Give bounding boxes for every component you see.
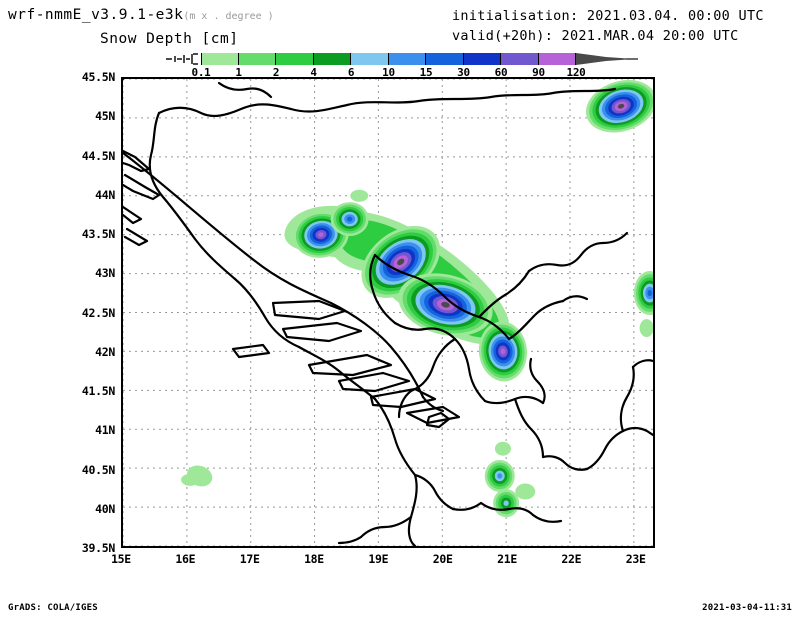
colorbar-band-2 (276, 53, 314, 65)
y-tick-43.5N: 43.5N (81, 227, 115, 241)
colorbar-label-120: 120 (566, 66, 586, 79)
x-tick-15E: 15E (111, 552, 131, 566)
map-svg (123, 79, 653, 546)
snow-blob-east-edge-blob (633, 271, 653, 316)
field-title: Snow Depth [cm] (100, 31, 239, 47)
snow-blob-bosnia-north-blob (330, 202, 369, 237)
colorbar-band-6 (351, 53, 389, 65)
y-tick-42.5N: 42.5N (81, 305, 115, 320)
colorbar-band-1 (238, 53, 276, 65)
snow-blob-central-massif-north (361, 225, 441, 298)
colorbar-swatches (201, 53, 576, 65)
snow-patch-1 (494, 441, 511, 456)
y-tick-44N: 44N (95, 187, 115, 202)
y-tick-45N: 45N (95, 109, 115, 124)
snow-blob-central-massif-south (398, 273, 493, 337)
colorbar: 0.1 1 2 4 6 10 15 30 60 90 120 (164, 53, 638, 79)
y-tick-40N: 40N (95, 501, 115, 516)
grads-credit: GrADS: COLA/IGES (8, 603, 98, 613)
y-tick-40.5N: 40.5N (81, 462, 115, 477)
x-tick-19E: 19E (368, 552, 389, 566)
colorbar-high-arrow-icon (576, 53, 638, 65)
colorbar-label-10: 10 (382, 66, 395, 79)
colorbar-label-6: 6 (347, 66, 355, 79)
colorbar-label-30: 30 (457, 66, 470, 79)
model-resolution: (m x . degree ) (183, 11, 274, 22)
snow-blob-apennine-trace (186, 465, 213, 487)
map-plot-area[interactable] (121, 77, 655, 548)
x-tick-21E: 21E (497, 552, 517, 566)
snow-blob-south-blob-a (484, 459, 515, 492)
colorbar-labels: 0.1 1 2 4 6 10 15 30 60 90 120 (164, 66, 634, 80)
colorbar-band-10 (388, 53, 426, 65)
y-tick-43N: 43N (95, 266, 115, 281)
colorbar-band-0.1 (201, 53, 239, 65)
valid-time-line: valid(+20h): 2021.MAR.04 20:00 UTC (452, 28, 739, 44)
colorbar-band-30 (463, 53, 501, 65)
render-timestamp: 2021-03-04-11:31 (702, 603, 792, 613)
x-tick-17E: 17E (239, 552, 260, 566)
colorbar-label-15: 15 (419, 66, 433, 79)
snow-blob-kosovo-blob (478, 321, 528, 382)
model-title: wrf-nmmE_v3.9.1-e3k(m x . degree ) (8, 7, 274, 23)
x-tick-18E: 18E (304, 552, 324, 566)
colorbar-label-1: 1 (235, 66, 242, 79)
colorbar-band-60 (501, 53, 539, 65)
colorbar-label-0.1: 0.1 (191, 66, 211, 79)
snow-blob-top-right-maximum (585, 79, 653, 133)
initialisation-line: initialisation: 2021.03.04. 00:00 UTC (452, 8, 764, 24)
coastline-layer (123, 79, 653, 546)
colorbar-band-15 (426, 53, 464, 65)
y-tick-45.5N: 45.5N (81, 70, 115, 84)
snow-patch-0 (350, 189, 369, 202)
snow-patch-2 (639, 319, 653, 338)
snow-blob-bosnia-west-blob (293, 211, 349, 258)
y-tick-44.5N: 44.5N (81, 148, 115, 163)
colorbar-label-4: 4 (310, 66, 317, 79)
colorbar-label-90: 90 (532, 66, 545, 79)
colorbar-band-90 (538, 53, 576, 65)
x-tick-16E: 16E (175, 552, 196, 566)
x-tick-22E: 22E (561, 552, 582, 566)
y-tick-42N: 42N (95, 344, 115, 359)
x-tick-20E: 20E (432, 552, 453, 566)
y-tick-41N: 41N (95, 423, 115, 438)
colorbar-label-2: 2 (272, 66, 280, 79)
colorbar-band-4 (313, 53, 351, 65)
y-tick-41.5N: 41.5N (81, 384, 115, 398)
x-tick-23E: 23E (625, 552, 646, 566)
y-tick-39.5N: 39.5N (81, 541, 115, 555)
model-name: wrf-nmmE_v3.9.1-e3k (8, 7, 184, 23)
snow-patch-4 (515, 483, 536, 500)
snow-blob-south-blob-b (493, 489, 520, 518)
colorbar-low-arrow-icon (166, 53, 198, 65)
colorbar-label-60: 60 (494, 66, 508, 79)
